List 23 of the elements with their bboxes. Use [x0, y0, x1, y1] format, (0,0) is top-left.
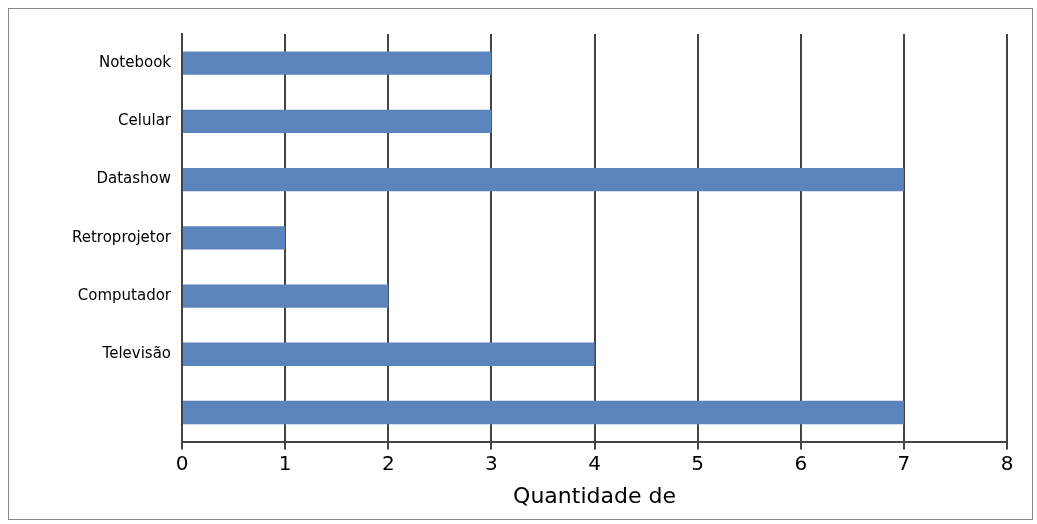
- x-tick-label: 3: [485, 450, 498, 475]
- x-tick-label: 8: [1000, 450, 1014, 475]
- bar: [183, 109, 492, 133]
- bar: [183, 284, 389, 308]
- x-tick-label: 7: [897, 450, 911, 475]
- bar: [183, 342, 595, 366]
- y-tick-label: Televisão: [101, 344, 172, 363]
- x-tick-label: 4: [588, 450, 601, 475]
- x-tick-label: 1: [278, 450, 292, 475]
- x-tick-label: 6: [794, 450, 808, 475]
- bar: [183, 400, 904, 425]
- bar: [183, 226, 286, 250]
- bar: [183, 51, 492, 75]
- x-tick-label: 5: [691, 450, 704, 475]
- x-axis-title: Quantidade de: [513, 482, 676, 508]
- y-tick-label: Notebook: [98, 53, 172, 71]
- y-tick-label: Datashow: [96, 169, 172, 188]
- y-tick-label: Retroprojetor: [72, 227, 172, 246]
- bar: [183, 167, 904, 192]
- x-tick-label: 0: [175, 450, 189, 475]
- y-tick-label: Computador: [77, 285, 172, 304]
- x-tick-label: 2: [381, 450, 395, 475]
- y-tick-label: Celular: [118, 111, 172, 130]
